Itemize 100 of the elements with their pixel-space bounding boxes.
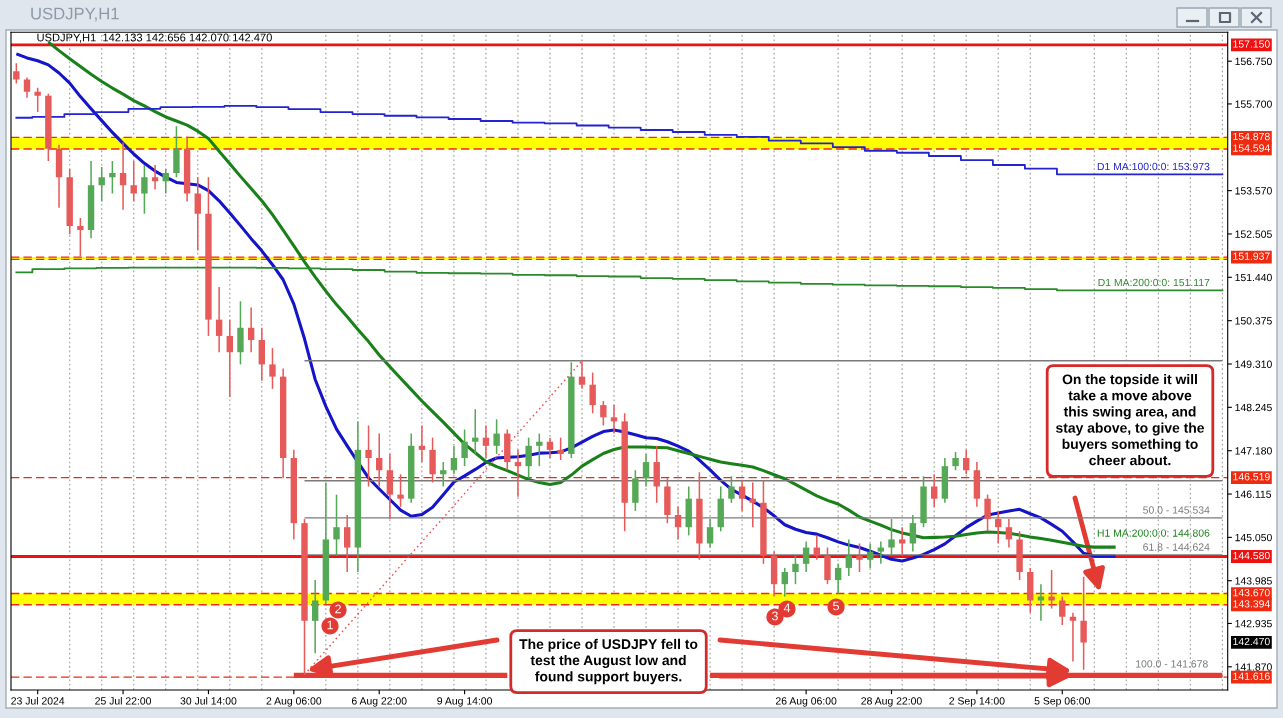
candlestick bbox=[418, 424, 426, 463]
candlestick bbox=[151, 164, 159, 191]
y-tick-label: 145.050 bbox=[1235, 533, 1272, 542]
candlestick bbox=[1069, 611, 1077, 663]
candlestick bbox=[376, 432, 383, 488]
candlestick bbox=[365, 424, 372, 488]
x-tick-label: 5 Sep 06:00 bbox=[1034, 697, 1090, 707]
y-tick-label: 147.180 bbox=[1235, 447, 1272, 455]
annotation: 1 bbox=[327, 620, 333, 630]
y-tick-label: 152.505 bbox=[1235, 230, 1272, 238]
candlestick bbox=[642, 453, 650, 488]
y-tick-label: 151.440 bbox=[1235, 273, 1272, 282]
candlestick bbox=[34, 86, 41, 113]
candlestick bbox=[440, 461, 447, 488]
ref-line-label: 157.150 bbox=[1233, 40, 1270, 48]
candlestick bbox=[1005, 518, 1013, 549]
x-tick-label: 2 Aug 06:00 bbox=[266, 697, 322, 707]
x-tick-label: 2 Sep 14:00 bbox=[949, 697, 1005, 707]
candlestick bbox=[450, 445, 458, 476]
ref-line-label: 141.616 bbox=[1233, 672, 1270, 680]
series-label: 61.8 - 144.624 bbox=[1143, 543, 1210, 551]
candlestick bbox=[77, 217, 84, 258]
ref-line-label: 146.519 bbox=[1233, 473, 1270, 481]
candlestick bbox=[866, 542, 874, 569]
candlestick bbox=[1037, 583, 1045, 622]
candlestick bbox=[1080, 576, 1087, 671]
candlestick bbox=[130, 160, 137, 203]
x-tick-label: 26 Aug 06:00 bbox=[775, 697, 837, 707]
candlestick bbox=[888, 518, 895, 557]
candlestick bbox=[13, 62, 20, 85]
candlestick bbox=[749, 481, 756, 528]
y-tick-label: 143.985 bbox=[1235, 577, 1272, 585]
candlestick bbox=[461, 428, 468, 467]
x-tick-label: 30 Jul 14:00 bbox=[180, 696, 237, 705]
candlestick bbox=[674, 506, 682, 541]
candlestick bbox=[1059, 595, 1066, 626]
candlestick bbox=[909, 514, 917, 553]
x-tick-label: 25 Jul 22:00 bbox=[95, 696, 152, 705]
candlestick bbox=[536, 432, 543, 467]
candlestick bbox=[813, 534, 820, 561]
candlestick bbox=[269, 347, 276, 390]
candlestick bbox=[845, 538, 853, 577]
annotation: 3 bbox=[771, 611, 778, 621]
candlestick bbox=[984, 493, 991, 533]
candlestick bbox=[728, 475, 735, 504]
ref-line-label: 151.937 bbox=[1233, 252, 1270, 260]
annotation: 2 bbox=[335, 604, 341, 614]
x-tick-label: 28 Aug 22:00 bbox=[861, 697, 922, 707]
chart-title: USDJPY,H1 bbox=[31, 7, 119, 22]
candlestick bbox=[226, 318, 233, 398]
y-tick-label: 156.750 bbox=[1235, 57, 1272, 66]
annotation: 100.0 - 141.678 bbox=[1136, 660, 1208, 668]
candlestick bbox=[781, 567, 788, 598]
y-tick-label: 149.310 bbox=[1235, 360, 1272, 368]
candlestick bbox=[738, 479, 746, 512]
series-label: D1 MA:200:0:0: 151.117 bbox=[1098, 278, 1210, 287]
series-label: 50.0 - 145.534 bbox=[1143, 506, 1210, 514]
x-tick-label: 23 Jul 2024 bbox=[11, 696, 65, 705]
annotation: The price of USDJPY fell to test the August low and found support buyers. bbox=[519, 638, 698, 685]
ref-line-label: 143.394 bbox=[1233, 600, 1270, 608]
candlestick bbox=[995, 510, 1002, 545]
candlestick bbox=[162, 168, 169, 195]
candlestick bbox=[706, 518, 714, 549]
candlestick bbox=[834, 563, 842, 594]
annotation: 4 bbox=[783, 603, 791, 613]
candlestick bbox=[952, 451, 959, 471]
candlestick bbox=[343, 514, 351, 573]
candlestick bbox=[333, 493, 340, 557]
candlestick bbox=[397, 473, 404, 508]
y-tick-label: 153.570 bbox=[1235, 187, 1272, 195]
candlestick bbox=[141, 164, 148, 215]
y-tick-label: 148.245 bbox=[1235, 403, 1272, 412]
candlestick bbox=[109, 160, 116, 195]
ref-line-label: 143.670 bbox=[1233, 588, 1270, 597]
ref-line-label: 154.594 bbox=[1233, 144, 1270, 152]
candlestick bbox=[589, 371, 596, 415]
candlestick bbox=[215, 286, 223, 353]
candlestick bbox=[23, 76, 31, 99]
series-label: H1 MA:200:0:0: 144.806 bbox=[1097, 529, 1210, 537]
candlestick bbox=[557, 436, 564, 461]
candlestick bbox=[514, 449, 522, 498]
series-label: D1 MA:100:0:0: 153.973 bbox=[1097, 162, 1210, 171]
candlestick bbox=[856, 542, 863, 573]
candlestick bbox=[98, 166, 105, 203]
ref-line-label: 154.878 bbox=[1233, 132, 1270, 141]
candlestick bbox=[931, 473, 938, 508]
chart-subtitle: USDJPY,H1 142.133 142.656 142.070 142.470 bbox=[37, 33, 272, 43]
y-tick-label: 141.870 bbox=[1235, 663, 1272, 671]
candlestick bbox=[482, 424, 490, 459]
y-tick-label: 142.935 bbox=[1235, 619, 1272, 628]
candlestick bbox=[802, 540, 810, 573]
candlestick bbox=[877, 540, 885, 565]
candlestick bbox=[600, 400, 607, 427]
candlestick bbox=[525, 436, 532, 480]
candlestick bbox=[311, 579, 319, 655]
candlestick bbox=[546, 436, 554, 459]
annotation: 5 bbox=[833, 601, 839, 611]
candlestick bbox=[472, 408, 479, 455]
candlestick bbox=[963, 449, 970, 476]
y-tick-label: 155.700 bbox=[1235, 100, 1272, 108]
